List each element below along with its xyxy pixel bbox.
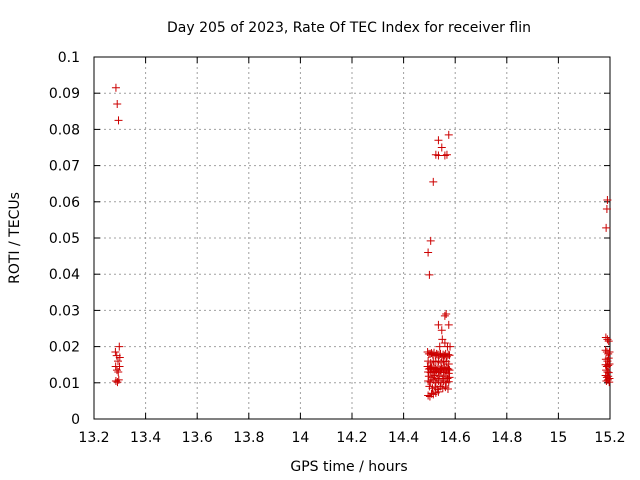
y-tick-label: 0.03 [49, 303, 80, 319]
x-tick-label: 13.6 [182, 430, 213, 446]
data-point [435, 342, 444, 351]
y-tick-label: 0.07 [49, 159, 80, 175]
data-point [442, 150, 451, 159]
y-tick-label: 0.02 [49, 340, 80, 356]
x-tick-label: 13.2 [78, 430, 109, 446]
data-point [111, 348, 120, 357]
data-point [426, 236, 435, 245]
y-tick-label: 0.04 [49, 267, 80, 283]
y-axis-label: ROTI / TECUs [7, 192, 23, 284]
data-point [604, 354, 613, 363]
data-point [602, 205, 611, 214]
y-tick-label: 0.06 [49, 195, 80, 211]
data-point [113, 100, 122, 109]
data-point [605, 359, 614, 368]
data-points [111, 83, 614, 401]
data-point [114, 116, 123, 125]
x-tick-label: 13.8 [233, 430, 264, 446]
data-point [111, 83, 120, 92]
data-point [434, 136, 443, 145]
y-tick-label: 0.09 [49, 86, 80, 102]
data-point [444, 320, 453, 329]
data-point [113, 378, 122, 387]
data-point [603, 195, 612, 204]
data-point [440, 311, 449, 320]
data-point [445, 373, 454, 382]
y-tick-label: 0.05 [49, 231, 80, 247]
data-point [442, 310, 451, 319]
data-point [115, 353, 124, 362]
data-point [114, 375, 123, 384]
x-tick-label: 14.6 [440, 430, 471, 446]
data-point [424, 248, 433, 257]
data-point [425, 270, 434, 279]
data-point [444, 130, 453, 139]
data-point [440, 151, 449, 160]
y-tick-labels: 0 0.01 0.02 0.03 0.04 0.05 0.06 0.07 0.08 0.09 0.1 [49, 50, 80, 428]
data-point [444, 350, 453, 359]
grid-lines [94, 57, 610, 419]
data-point [437, 143, 446, 152]
x-tick-labels: 13.2 13.4 13.6 13.8 14 14.2 14.4 14.6 14.8 15 15.2 [78, 430, 625, 446]
y-tick-label: 0 [71, 412, 80, 428]
y-tick-label: 0.08 [49, 122, 80, 138]
data-point [604, 349, 613, 358]
x-axis-label: GPS time / hours [290, 459, 407, 475]
y-tick-label: 0.01 [49, 376, 80, 392]
x-tick-label: 15.2 [594, 430, 625, 446]
chart-title: Day 205 of 2023, Rate Of TEC Index for r… [167, 20, 531, 36]
data-point [604, 361, 613, 370]
data-point [444, 359, 453, 368]
data-point [114, 367, 123, 376]
data-point [434, 387, 443, 396]
data-point [115, 362, 124, 371]
axis-ticks [93, 56, 611, 420]
data-point [444, 377, 453, 386]
data-point [445, 351, 454, 360]
x-tick-label: 14.4 [388, 430, 419, 446]
data-point [424, 391, 433, 400]
data-point [113, 357, 122, 366]
data-point [603, 367, 612, 376]
data-point [427, 389, 436, 398]
data-point [434, 320, 443, 329]
data-point [446, 342, 455, 351]
data-point [115, 342, 124, 351]
data-point [604, 337, 613, 346]
data-point [445, 366, 454, 375]
data-point [437, 326, 446, 335]
x-tick-label: 13.4 [130, 430, 161, 446]
data-point [429, 177, 438, 186]
data-point [602, 223, 611, 232]
x-tick-label: 14 [291, 430, 309, 446]
data-point [605, 378, 614, 387]
data-point [443, 384, 452, 393]
data-point [603, 335, 612, 344]
data-point [605, 348, 614, 357]
x-tick-label: 14.8 [491, 430, 522, 446]
y-tick-label: 0.1 [58, 50, 80, 66]
x-tick-label: 14.2 [336, 430, 367, 446]
x-tick-label: 15 [549, 430, 567, 446]
